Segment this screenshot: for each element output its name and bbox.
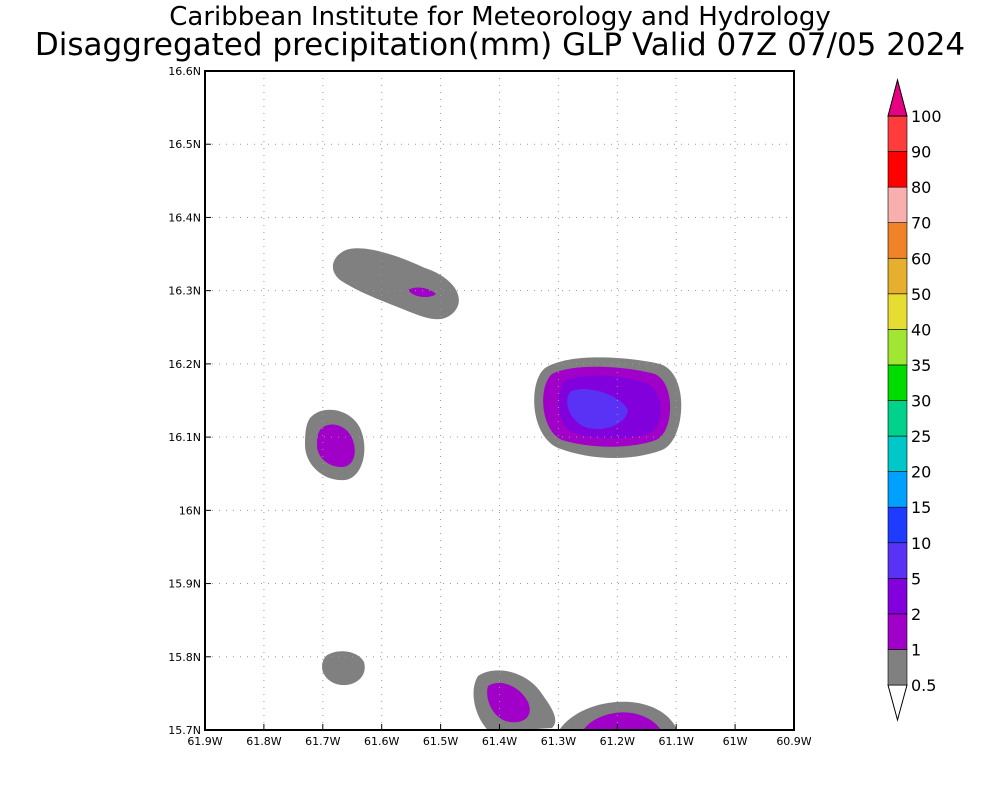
title-line-2: Disaggregated precipitation(mm) GLP Vali… xyxy=(34,27,966,63)
precip-cell-west xyxy=(305,409,365,481)
x-tick-label: 61W xyxy=(723,735,748,748)
colorbar-label: 60 xyxy=(911,249,931,268)
colorbar-over-triangle xyxy=(887,78,908,117)
colorbar-swatch xyxy=(887,400,908,437)
map-grid xyxy=(205,71,794,730)
colorbar-swatch xyxy=(887,115,908,152)
x-tick-label: 61.5W xyxy=(423,735,458,748)
colorbar-label: 35 xyxy=(911,356,931,375)
precip-contour-0.5 xyxy=(332,248,459,320)
precip-contour-0.5 xyxy=(321,651,365,686)
colorbar-label: 90 xyxy=(911,143,931,162)
colorbar-label: 70 xyxy=(911,214,931,233)
y-tick-label: 15.7N xyxy=(168,724,201,737)
colorbar-swatch xyxy=(887,293,908,330)
colorbar-label: 80 xyxy=(911,178,931,197)
precip-contour-1 xyxy=(487,682,530,723)
colorbar-label: 20 xyxy=(911,463,931,482)
colorbar-label: 5 xyxy=(911,569,921,588)
precip-cell-north xyxy=(332,248,459,320)
x-tick-label: 61.9W xyxy=(187,735,222,748)
y-tick-label: 15.9N xyxy=(168,578,201,591)
y-tick-label: 15.8N xyxy=(168,651,201,664)
y-tick-label: 16.2N xyxy=(168,358,201,371)
x-tick-label: 61.2W xyxy=(600,735,635,748)
precip-contour-1 xyxy=(583,712,661,730)
colorbar-label: 15 xyxy=(911,498,931,517)
x-tick-label: 61.6W xyxy=(364,735,399,748)
colorbar-label: 1 xyxy=(911,640,921,659)
colorbar-label: 100 xyxy=(911,107,942,126)
y-tick-label: 16.5N xyxy=(168,138,201,151)
colorbar-swatch xyxy=(887,151,908,188)
colorbar-swatch xyxy=(887,222,908,259)
x-tick-label: 61.1W xyxy=(659,735,694,748)
colorbar-swatch xyxy=(887,506,908,544)
precip-contour-1 xyxy=(316,424,355,468)
colorbar-label: 25 xyxy=(911,427,931,446)
precip-cell-central xyxy=(534,357,682,459)
colorbar-swatch xyxy=(887,435,908,472)
colorbar-swatch xyxy=(887,186,908,223)
precipitation-fields xyxy=(305,248,682,730)
y-tick-label: 16.1N xyxy=(168,431,201,444)
colorbar-swatch xyxy=(887,329,908,366)
precip-cell-south xyxy=(473,670,556,730)
colorbar-swatch xyxy=(887,542,908,579)
y-tick-label: 16.3N xyxy=(168,285,201,298)
x-tick-label: 60.9W xyxy=(776,735,811,748)
colorbar-swatch xyxy=(887,649,908,686)
x-tick-label: 61.8W xyxy=(246,735,281,748)
x-tick-label: 61.3W xyxy=(541,735,576,748)
colorbar-swatch xyxy=(887,578,908,615)
x-tick-label: 61.4W xyxy=(482,735,517,748)
colorbar-label: 2 xyxy=(911,605,921,624)
colorbar-swatch xyxy=(887,471,908,508)
title-line-1: Caribbean Institute for Meteorology and … xyxy=(169,2,831,32)
longitude-axis: 61.9W 61.8W 61.7W 61.6W 61.5W 61.4W 61.3W 61.2W… xyxy=(187,724,812,748)
y-tick-label: 16N xyxy=(179,504,201,517)
colorbar-label: 50 xyxy=(911,285,931,304)
colorbar-swatch xyxy=(887,364,908,401)
precip-cell-southwest xyxy=(321,651,365,686)
colorbar-label: 30 xyxy=(911,392,931,411)
colorbar-swatch xyxy=(887,257,908,295)
precip-contour-5 xyxy=(567,389,628,430)
x-tick-label: 61.7W xyxy=(305,735,340,748)
y-tick-label: 16.4N xyxy=(168,211,201,224)
colorbar-label: 0.5 xyxy=(911,676,936,695)
colorbar-under-triangle xyxy=(887,684,908,722)
precip-cell-bottom xyxy=(559,701,678,730)
y-tick-label: 16.6N xyxy=(168,65,201,78)
colorbar-label: 40 xyxy=(911,320,931,339)
colorbar-swatch xyxy=(887,613,908,650)
latitude-axis: 15.7N 15.8N 15.9N 16N 16.1N 16.2N 16.3N 16.4N 16… xyxy=(168,65,211,737)
colorbar-label: 10 xyxy=(911,534,931,553)
precip-contour-1 xyxy=(408,287,436,298)
